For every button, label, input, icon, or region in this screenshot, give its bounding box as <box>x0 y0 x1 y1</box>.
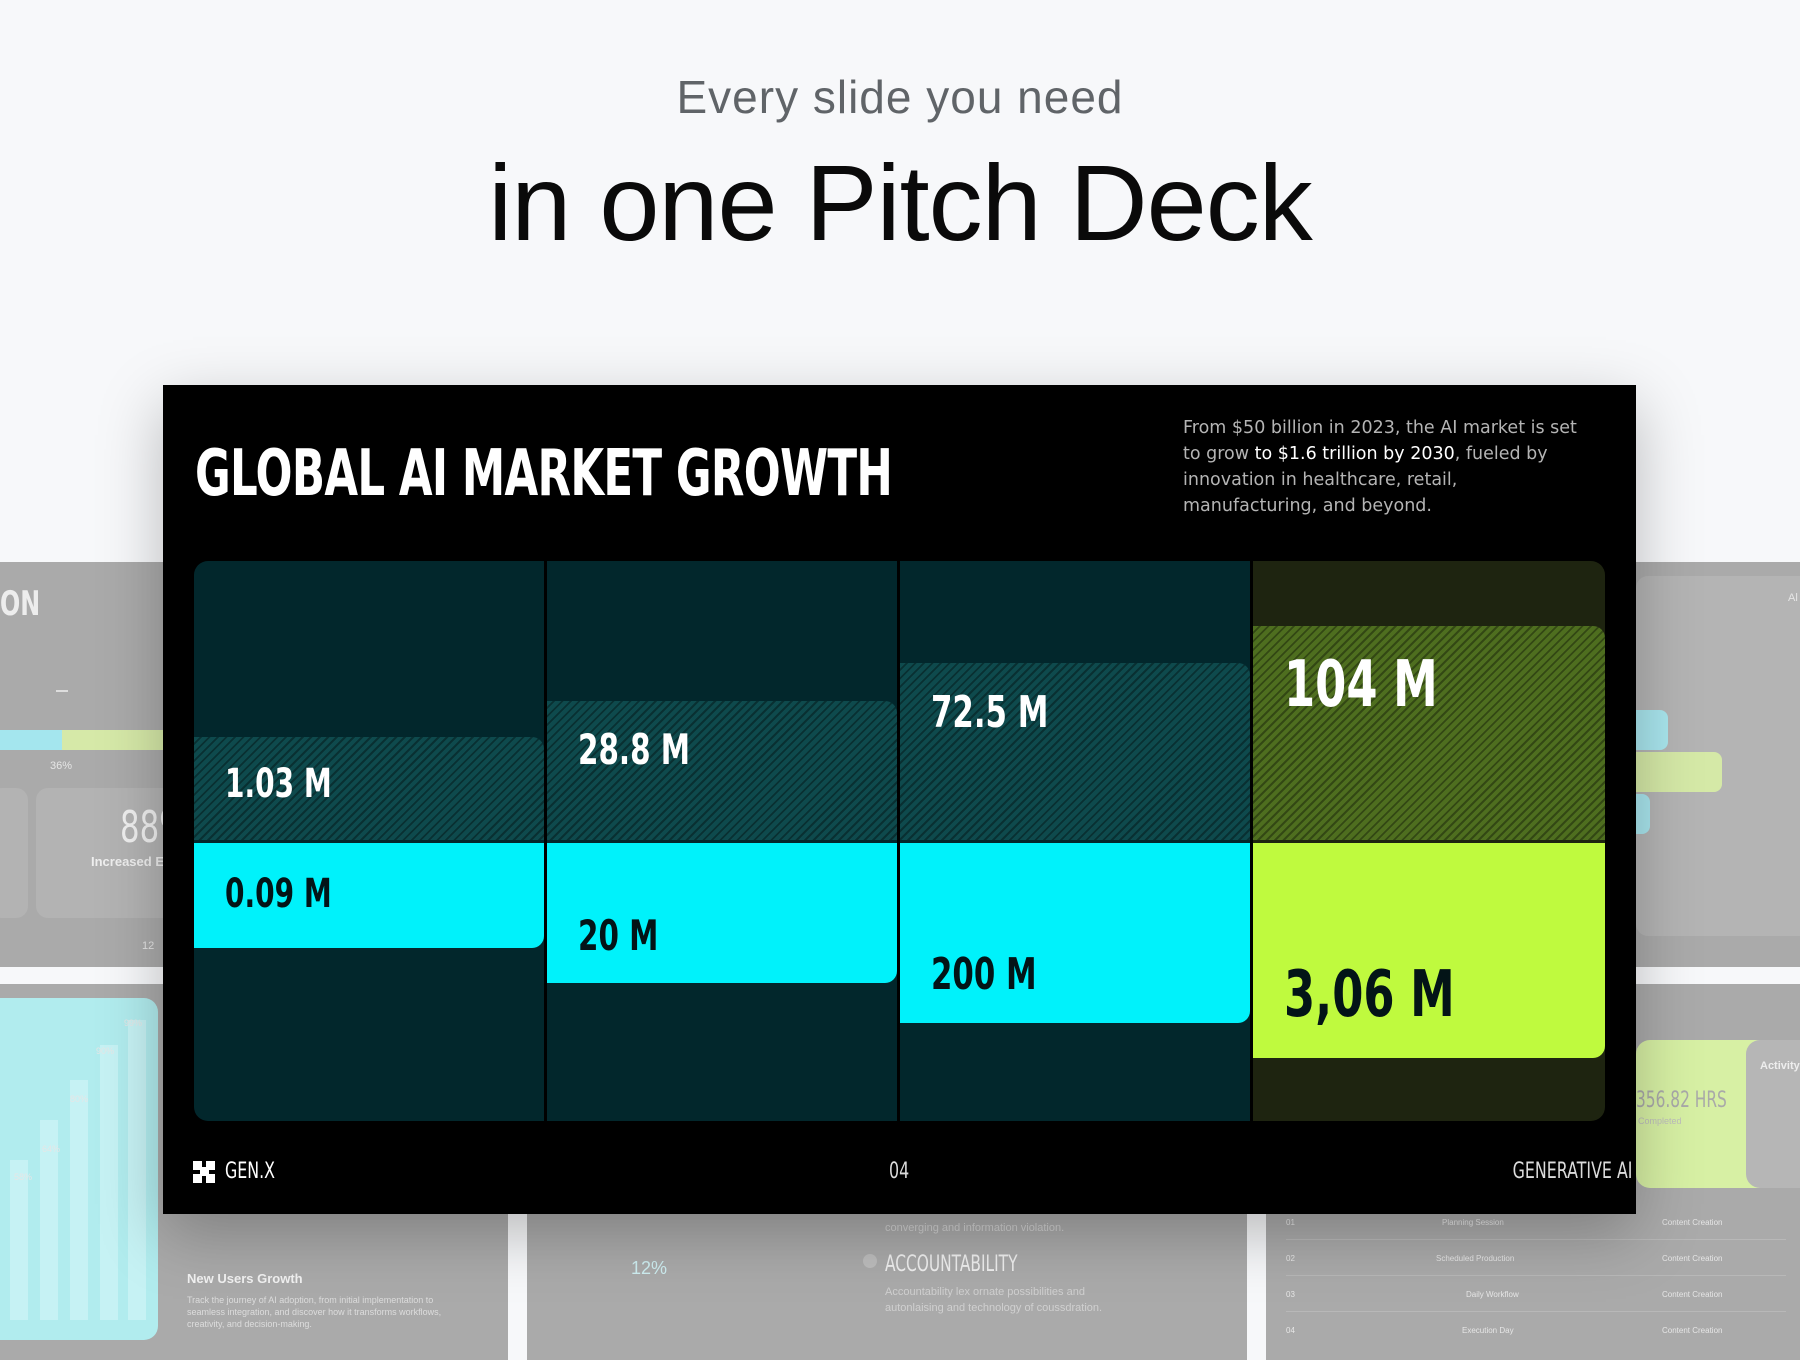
bg-card-sub: Completed <box>1638 1116 1682 1126</box>
chart-bar-upper: 72.5 M <box>900 663 1250 840</box>
chart-bar-lower: 20 M <box>547 843 897 983</box>
bg-bullet <box>863 1254 877 1268</box>
bg-stat-label: Increased Ef <box>91 854 163 869</box>
footer-brand: GEN.X <box>193 1159 294 1184</box>
bg-bar <box>1636 752 1722 792</box>
bg-stat-card-left <box>0 788 28 918</box>
bg-percent-label: 58% <box>14 1172 33 1182</box>
bg-table-row: 01 Planning Session Content Creation <box>1286 1210 1786 1240</box>
bg-heading: ACCOUNTABILITY <box>885 1252 1018 1277</box>
bg-row-num: 03 <box>1286 1290 1295 1299</box>
chart-bar-upper: 104 M <box>1253 626 1605 840</box>
bg-percent-label: 99% <box>124 1018 143 1028</box>
main-slide: GLOBAL AI MARKET GROWTH From $50 billion… <box>163 385 1636 1214</box>
bg-table-row: 03 Daily Workflow Content Creation <box>1286 1282 1786 1312</box>
chart-bar-lower: 200 M <box>900 843 1250 1023</box>
chart-data-label: 20 M <box>578 911 659 960</box>
page-number-text: 04 <box>889 1159 910 1184</box>
description-highlight: to $1.6 trillion by 2030 <box>1254 444 1455 464</box>
bg-row-type: Content Creation <box>1662 1254 1723 1263</box>
bg-body: Accountability lex ornate possibilities … <box>885 1286 1103 1314</box>
chart-data-label: 1.03 M <box>225 761 332 807</box>
bg-percent-label: 80% <box>70 1094 89 1104</box>
chart-data-label: 72.5 M <box>931 687 1049 738</box>
brand-name: GEN.X <box>225 1159 276 1184</box>
chart-data-label: 104 M <box>1284 648 1438 722</box>
bg-percent: 36% <box>50 760 73 772</box>
bg-row-task: Daily Workflow <box>1466 1290 1519 1299</box>
page-number: 04 <box>889 1159 917 1184</box>
bg-stat-value: 88% <box>120 802 163 853</box>
bg-bar <box>1636 710 1668 750</box>
market-growth-chart: 1.03 M 0.09 M 28.8 M 20 M 72.5 M 200 M 104 M 3,… <box>194 561 1605 1121</box>
bg-percent-label: 64% <box>42 1144 61 1154</box>
bg-row-task: Scheduled Production <box>1436 1254 1515 1263</box>
bg-row-type: Content Creation <box>1662 1290 1723 1299</box>
chart-column: 72.5 M 200 M <box>900 561 1250 1121</box>
bg-progress-bar <box>0 730 163 750</box>
bg-body-top: converging and information violation. <box>885 1222 1065 1234</box>
bg-pie-label: 12% <box>631 1258 668 1278</box>
bg-row-num: 02 <box>1286 1254 1295 1263</box>
bg-activity-card <box>1746 1040 1800 1188</box>
bg-page-number: 12 <box>142 940 155 952</box>
chart-column: 28.8 M 20 M <box>547 561 897 1121</box>
background-slide-left-top: ON 36% 88% Increased Ef 12 <box>0 562 163 967</box>
bg-row-task: Planning Session <box>1442 1218 1504 1227</box>
bg-card-value: 356.82 HRS <box>1636 1088 1727 1113</box>
chart-data-label: 0.09 M <box>225 871 332 917</box>
hero-title: in one Pitch Deck <box>488 142 1312 263</box>
bg-bar <box>1636 794 1650 834</box>
slide-description: From $50 billion in 2023, the AI market … <box>1183 415 1593 519</box>
bg-growth-chart <box>0 998 158 1340</box>
chart-data-label: 3,06 M <box>1284 958 1455 1032</box>
description-text: , fueled by innovation in healthcare, re… <box>1183 444 1548 516</box>
chart-bar-lower: 0.09 M <box>194 843 544 948</box>
bg-activity-label: Activity <box>1760 1060 1800 1072</box>
bg-label: Al <box>1788 592 1798 604</box>
bg-bar-chart-icon <box>56 680 68 692</box>
genx-logo-icon <box>193 1160 215 1183</box>
chart-data-label: 200 M <box>931 949 1037 1000</box>
bg-row-task: Execution Day <box>1462 1326 1514 1335</box>
chart-bar-upper: 28.8 M <box>547 701 897 840</box>
chart-bar-upper: 1.03 M <box>194 737 544 840</box>
bg-table-row: 02 Scheduled Production Content Creation <box>1286 1246 1786 1276</box>
chart-data-label: 28.8 M <box>578 725 691 774</box>
description-text: From $50 billion in 2023, the AI market … <box>1183 418 1577 464</box>
bg-table-row: 04 Execution Day Content Creation <box>1286 1318 1786 1348</box>
bg-body: Track the journey of AI adoption, from i… <box>187 1295 442 1329</box>
section-label: GENERATIVE AI <box>1466 1159 1633 1184</box>
bg-percent-label: 90% <box>96 1046 115 1056</box>
bg-row-type: Content Creation <box>1662 1326 1723 1335</box>
chart-column: 1.03 M 0.09 M <box>194 561 544 1121</box>
bg-heading: New Users Growth <box>187 1271 303 1286</box>
section-label-text: GENERATIVE AI <box>1512 1159 1633 1184</box>
background-slide-right-top: Al <box>1636 562 1800 967</box>
chart-column: 104 M 3,06 M <box>1253 561 1605 1121</box>
bg-partial-title: ON <box>0 584 41 624</box>
bg-row-num: 04 <box>1286 1326 1295 1335</box>
bg-row-num: 01 <box>1286 1218 1295 1227</box>
chart-bar-lower: 3,06 M <box>1253 843 1605 1058</box>
hero-subtitle: Every slide you need <box>676 71 1124 123</box>
slide-title: GLOBAL AI MARKET GROWTH <box>195 437 893 511</box>
bg-stat-card <box>36 788 163 918</box>
bg-row-type: Content Creation <box>1662 1218 1723 1227</box>
